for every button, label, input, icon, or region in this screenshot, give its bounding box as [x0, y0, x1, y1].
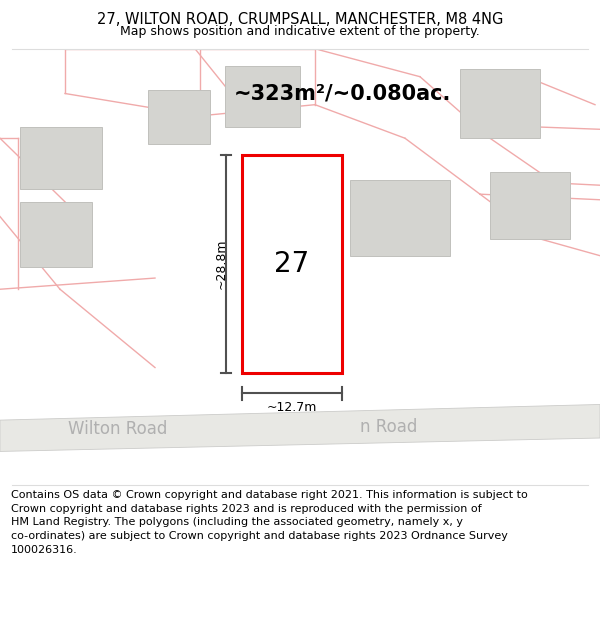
Bar	[20, 202, 92, 267]
Text: n Road: n Road	[360, 418, 418, 436]
Bar	[225, 66, 300, 127]
Bar	[490, 172, 570, 239]
Text: 27, WILTON ROAD, CRUMPSALL, MANCHESTER, M8 4NG: 27, WILTON ROAD, CRUMPSALL, MANCHESTER, …	[97, 12, 503, 27]
Text: Contains OS data © Crown copyright and database right 2021. This information is : Contains OS data © Crown copyright and d…	[11, 490, 527, 554]
Text: Wilton Road: Wilton Road	[68, 420, 167, 438]
Text: ~12.7m: ~12.7m	[267, 401, 317, 414]
Text: Map shows position and indicative extent of the property.: Map shows position and indicative extent…	[120, 25, 480, 38]
Text: ~28.8m: ~28.8m	[215, 239, 227, 289]
Bar	[20, 127, 102, 189]
Polygon shape	[0, 404, 600, 451]
Bar	[460, 69, 540, 138]
Bar	[242, 155, 342, 373]
Text: ~323m²/~0.080ac.: ~323m²/~0.080ac.	[233, 84, 451, 104]
Text: 27: 27	[274, 250, 310, 278]
Bar	[350, 179, 450, 256]
Bar	[148, 90, 210, 144]
